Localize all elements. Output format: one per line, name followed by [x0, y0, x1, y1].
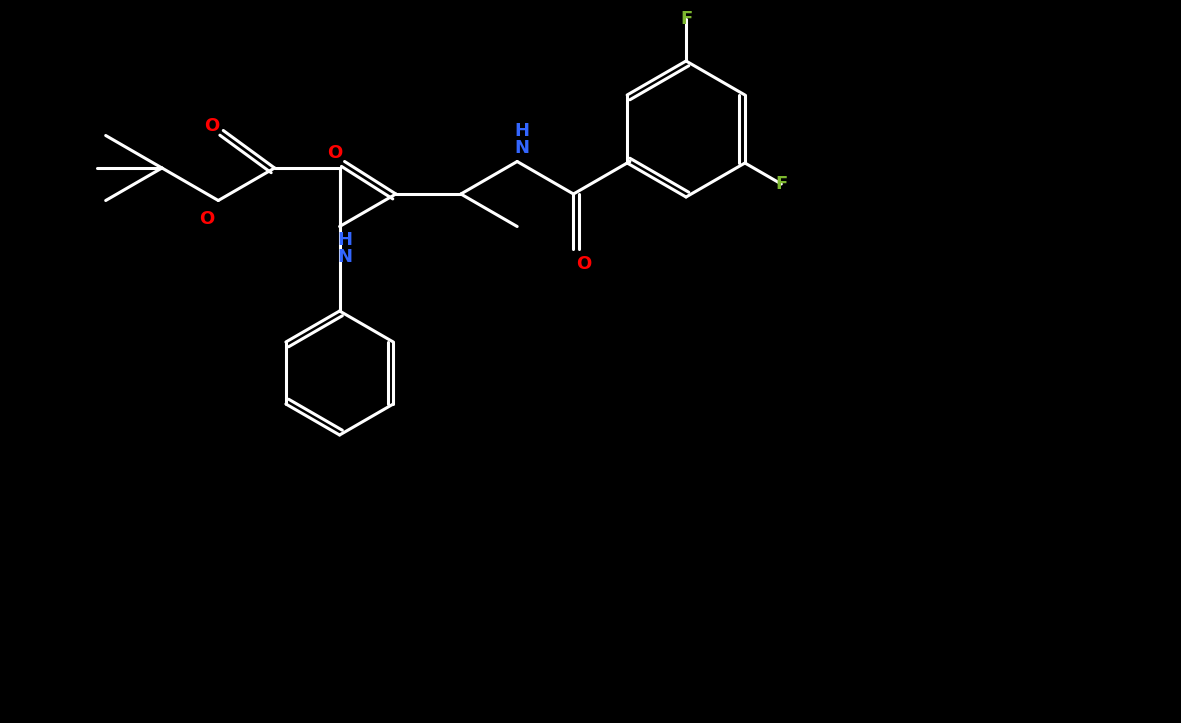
Text: F: F	[680, 10, 692, 28]
Text: H
N: H N	[515, 122, 529, 157]
Text: O: O	[327, 145, 342, 163]
Text: F: F	[775, 175, 788, 193]
Text: H
N: H N	[337, 231, 352, 266]
Text: O: O	[203, 116, 218, 134]
Text: O: O	[198, 210, 214, 228]
Text: O: O	[576, 255, 590, 273]
